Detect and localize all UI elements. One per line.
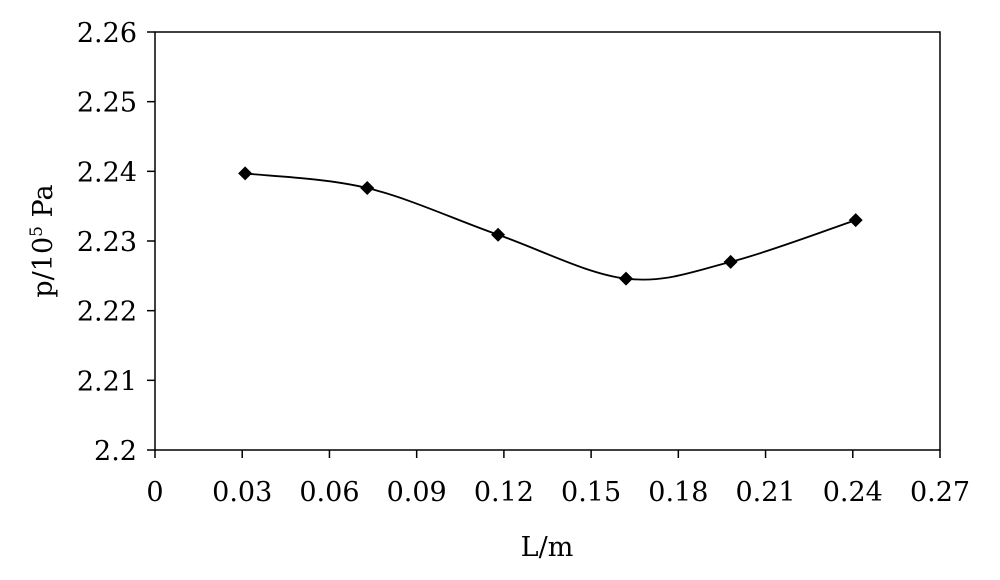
x-tick-label: 0.06	[299, 477, 359, 508]
data-point-marker	[723, 254, 738, 269]
y-axis-title-exponent: 5	[27, 226, 47, 237]
data-point-marker	[619, 271, 633, 286]
x-tick-label: 0.09	[387, 477, 447, 508]
x-tick-label: 0.21	[735, 477, 795, 508]
y-tick-label: 2.23	[77, 227, 137, 258]
data-point-marker	[360, 181, 375, 196]
y-tick-label: 2.24	[77, 157, 137, 188]
data-point-marker	[491, 227, 506, 242]
y-tick-label: 2.26	[77, 18, 137, 49]
series-markers	[238, 166, 863, 286]
x-tick-label: 0.24	[823, 477, 883, 508]
x-tick-label: 0.27	[910, 477, 970, 508]
x-axis-title: L/m	[521, 532, 574, 563]
y-axis-ticks: 2.2 2.21 2.22 2.23 2.24 2.25 2.26	[77, 18, 155, 467]
x-axis-ticks: 0 0.03 0.06 0.09 0.12 0.15 0.18 0.21 0.24 0.27	[146, 450, 970, 508]
y-axis-title: p/105 Pa	[27, 184, 59, 297]
y-tick-label: 2.2	[94, 436, 137, 467]
x-tick-label: 0.03	[212, 477, 272, 508]
data-point-marker	[238, 166, 253, 181]
y-tick-label: 2.22	[77, 297, 137, 328]
y-axis-title-base: p/10	[28, 237, 59, 298]
y-tick-label: 2.25	[77, 88, 137, 119]
data-point-marker	[848, 213, 863, 228]
y-axis-title-unit: Pa	[28, 184, 59, 226]
plot-area-frame	[154, 31, 941, 451]
series-line	[245, 172, 856, 281]
x-tick-label: 0.18	[648, 477, 708, 508]
x-tick-label: 0.12	[474, 477, 534, 508]
x-tick-label: 0	[146, 477, 163, 508]
x-tick-label: 0.15	[561, 477, 621, 508]
y-tick-label: 2.21	[77, 366, 137, 397]
